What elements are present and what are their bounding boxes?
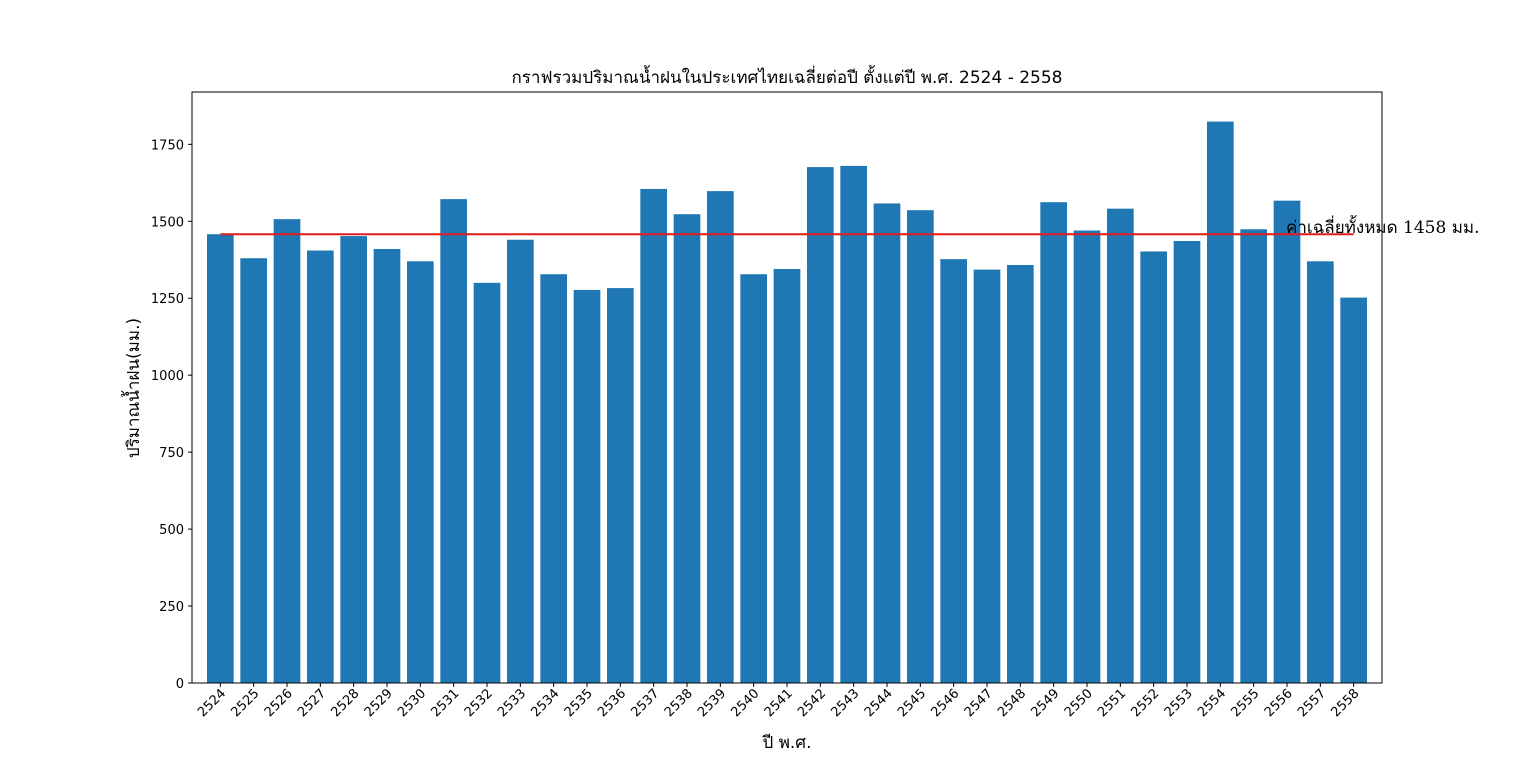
bar-2546 [940,259,967,683]
y-tick-label: 1750 [151,138,184,153]
x-tick-label: 2552 [1128,686,1162,720]
bar-2558 [1340,297,1367,683]
x-tick-label: 2524 [195,686,229,720]
x-tick-label: 2551 [1095,686,1129,720]
x-tick-label: 2532 [462,686,496,720]
x-tick-label: 2556 [1262,686,1296,720]
bar-2550 [1073,230,1101,683]
y-tick-label: 0 [176,677,184,692]
bar-2537 [640,188,667,683]
bar-2529 [373,248,401,684]
x-tick-label: 2537 [628,686,662,720]
y-tick-label: 250 [159,600,184,615]
y-tick-label: 1250 [151,292,184,307]
x-tick-label: 2531 [428,686,462,720]
bars-group [207,121,1367,684]
x-tick-label: 2528 [328,686,362,720]
y-tick-label: 750 [159,446,184,461]
bar-2532 [473,282,501,683]
bar-2534 [540,274,567,683]
bar-2525 [240,258,267,683]
x-tick-label: 2550 [1062,686,1096,720]
bar-2536 [607,288,634,683]
bar-2545 [907,210,934,683]
x-tick-label: 2543 [828,686,862,720]
bar-2552 [1140,251,1167,683]
bar-2535 [573,289,601,683]
y-axis: 0 250 500 750 1000 1250 1500 1750 [151,138,192,692]
bar-2527 [307,250,334,683]
bar-2539 [707,191,734,683]
bar-2531 [440,199,467,683]
bar-2538 [673,214,701,683]
x-tick-label: 2542 [795,686,829,720]
y-axis-title: ปริมาณน้ำฝน(มม.) [121,318,144,458]
y-tick-label: 500 [159,523,184,538]
x-tick-label: 2534 [528,686,562,720]
bar-2547 [973,269,1001,683]
y-tick-label: 1500 [151,215,184,230]
bar-2526 [273,219,301,683]
x-tick-label: 2538 [662,686,696,720]
bar-2548 [1007,264,1034,683]
x-tick-label: 2529 [362,686,396,720]
x-tick-label: 2527 [295,686,329,720]
bar-2543 [840,165,867,684]
x-tick-label: 2525 [228,686,262,720]
x-tick-label: 2557 [1295,686,1329,720]
x-tick-label: 2549 [1028,686,1062,720]
bar-2553 [1173,240,1201,684]
bar-2555 [1240,229,1267,683]
bar-2549 [1040,202,1067,683]
x-tick-label: 2540 [728,686,762,720]
x-tick-label: 2539 [695,686,729,720]
bar-2540 [740,274,767,683]
x-axis-title: ปี พ.ศ. [762,733,812,753]
average-annotation: ค่าเฉลี่ยทั้งหมด 1458 มม. [1286,215,1480,238]
plot-area-frame [191,91,1383,684]
x-tick-label: 2535 [562,686,596,720]
x-tick-label: 2545 [895,686,929,720]
y-tick-label: 1000 [151,369,184,384]
bar-2556 [1273,200,1301,683]
chart-title: กราฟรวมปริมาณน้ำฝนในประเทศไทยเฉลี่ยต่อปี… [511,65,1062,88]
bar-2533 [507,239,534,683]
x-tick-label: 2558 [1328,686,1362,720]
x-tick-label: 2546 [928,686,962,720]
bar-2524 [207,234,234,683]
x-tick-label: 2536 [595,686,629,720]
bar-2542 [807,167,834,684]
bar-2530 [407,261,434,683]
x-tick-label: 2526 [262,686,296,720]
x-tick-label: 2553 [1162,686,1196,720]
x-axis: 2524 2525 2526 2527 2528 2529 2530 2531 2532 2533… [195,683,1362,720]
x-tick-label: 2554 [1195,686,1229,720]
x-tick-label: 2544 [862,686,896,720]
bar-2544 [873,203,901,683]
x-tick-label: 2547 [962,686,996,720]
x-tick-label: 2555 [1228,686,1262,720]
bar-2541 [773,268,801,683]
x-tick-label: 2533 [495,686,529,720]
x-tick-label: 2530 [395,686,429,720]
bar-2551 [1107,208,1134,683]
x-tick-label: 2541 [762,686,796,720]
bar-2554 [1207,121,1234,684]
bar-2557 [1307,261,1334,683]
bar-2528 [340,236,367,683]
x-tick-label: 2548 [995,686,1029,720]
